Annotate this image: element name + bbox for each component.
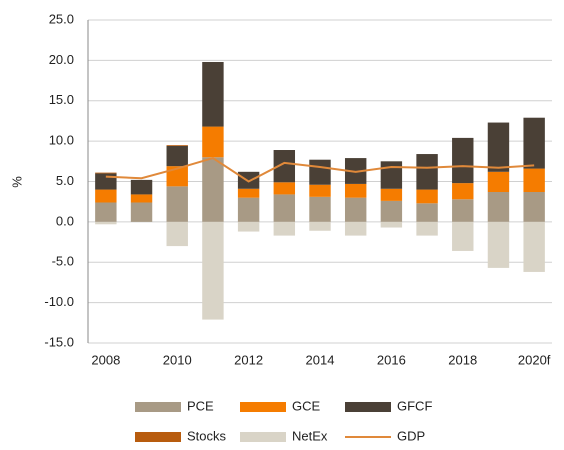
y-axis-label: % bbox=[9, 176, 24, 188]
y-tick-label: 15.0 bbox=[49, 92, 74, 107]
legend-label: GDP bbox=[397, 428, 425, 443]
bar-segment bbox=[237, 188, 260, 198]
bar-segment bbox=[309, 196, 331, 222]
legend-label: Stocks bbox=[187, 428, 227, 443]
bar-segment bbox=[380, 188, 403, 201]
bar-segment bbox=[523, 191, 545, 222]
bar-segment bbox=[452, 183, 474, 200]
bar-segment bbox=[130, 202, 153, 222]
bar-segment bbox=[487, 122, 510, 172]
bar-segment bbox=[202, 126, 224, 158]
legend-swatch bbox=[135, 432, 181, 442]
bar-segment bbox=[166, 145, 188, 167]
legend-label: GFCF bbox=[397, 398, 432, 413]
bar-segment bbox=[487, 191, 510, 222]
bar-segment bbox=[237, 171, 260, 189]
x-tick-label: 2018 bbox=[448, 352, 477, 367]
bar-segment bbox=[166, 166, 188, 187]
bar-segment bbox=[237, 197, 260, 222]
bar-segment bbox=[452, 221, 474, 251]
x-tick-label: 2016 bbox=[377, 352, 406, 367]
bar-segment bbox=[452, 137, 474, 184]
bar-segment bbox=[130, 194, 153, 203]
bar-segment bbox=[416, 189, 438, 204]
bar-segment bbox=[95, 189, 117, 203]
bar-segment bbox=[309, 184, 331, 197]
bar-segment bbox=[273, 150, 296, 183]
x-tick-label: 2020f bbox=[518, 352, 551, 367]
y-tick-label: -15.0 bbox=[44, 334, 74, 349]
bar-segment bbox=[202, 157, 224, 222]
bar-segment bbox=[95, 202, 117, 222]
y-tick-label: -10.0 bbox=[44, 294, 74, 309]
bar-segment bbox=[237, 221, 260, 232]
bar-segment bbox=[416, 221, 438, 236]
bar-segment bbox=[95, 221, 117, 225]
bar-segment bbox=[166, 145, 188, 146]
bar-segment bbox=[487, 221, 510, 268]
bar-segment bbox=[130, 179, 153, 195]
bar-segment bbox=[273, 182, 296, 195]
bar-segment bbox=[95, 173, 117, 190]
bar-segment bbox=[202, 61, 224, 127]
line bbox=[105, 156, 535, 183]
bar-segment bbox=[166, 186, 188, 222]
y-tick-label: 10.0 bbox=[49, 133, 74, 148]
y-tick-label: 0.0 bbox=[56, 213, 74, 228]
bar-segment bbox=[380, 161, 403, 189]
bar-segment bbox=[202, 221, 224, 320]
bar-segment bbox=[452, 199, 474, 222]
bar-segment bbox=[416, 203, 438, 222]
bar-segment bbox=[380, 200, 403, 222]
legend-label: PCE bbox=[187, 398, 214, 413]
legend-swatch bbox=[240, 432, 286, 442]
bar-segment bbox=[416, 154, 438, 190]
legend-swatch bbox=[345, 402, 391, 412]
x-tick-label: 2010 bbox=[163, 352, 192, 367]
bar-segment bbox=[273, 221, 296, 236]
x-tick-label: 2014 bbox=[306, 352, 335, 367]
bar-segment bbox=[344, 197, 367, 222]
bar-segment bbox=[344, 183, 367, 198]
x-tick-label: 2012 bbox=[234, 352, 263, 367]
y-tick-label: 25.0 bbox=[49, 11, 74, 26]
bar-segment bbox=[523, 221, 545, 272]
y-tick-label: -5.0 bbox=[52, 254, 74, 269]
x-tick-label: 2008 bbox=[91, 352, 120, 367]
bar-segment bbox=[309, 221, 331, 231]
legend-label: GCE bbox=[292, 398, 321, 413]
legend-label: NetEx bbox=[292, 428, 328, 443]
y-tick-label: 5.0 bbox=[56, 173, 74, 188]
y-tick-label: 20.0 bbox=[49, 52, 74, 67]
bar-segment bbox=[523, 168, 545, 192]
legend-swatch bbox=[135, 402, 181, 412]
bar-segment bbox=[95, 172, 117, 174]
bar-segment bbox=[487, 171, 510, 192]
legend-swatch bbox=[240, 402, 286, 412]
bar-segment bbox=[523, 117, 545, 169]
bar-segment bbox=[273, 194, 296, 222]
bar-segment bbox=[344, 221, 367, 236]
bar-segment bbox=[380, 221, 403, 228]
bar-segment bbox=[309, 159, 331, 185]
bar-segment bbox=[166, 221, 188, 247]
